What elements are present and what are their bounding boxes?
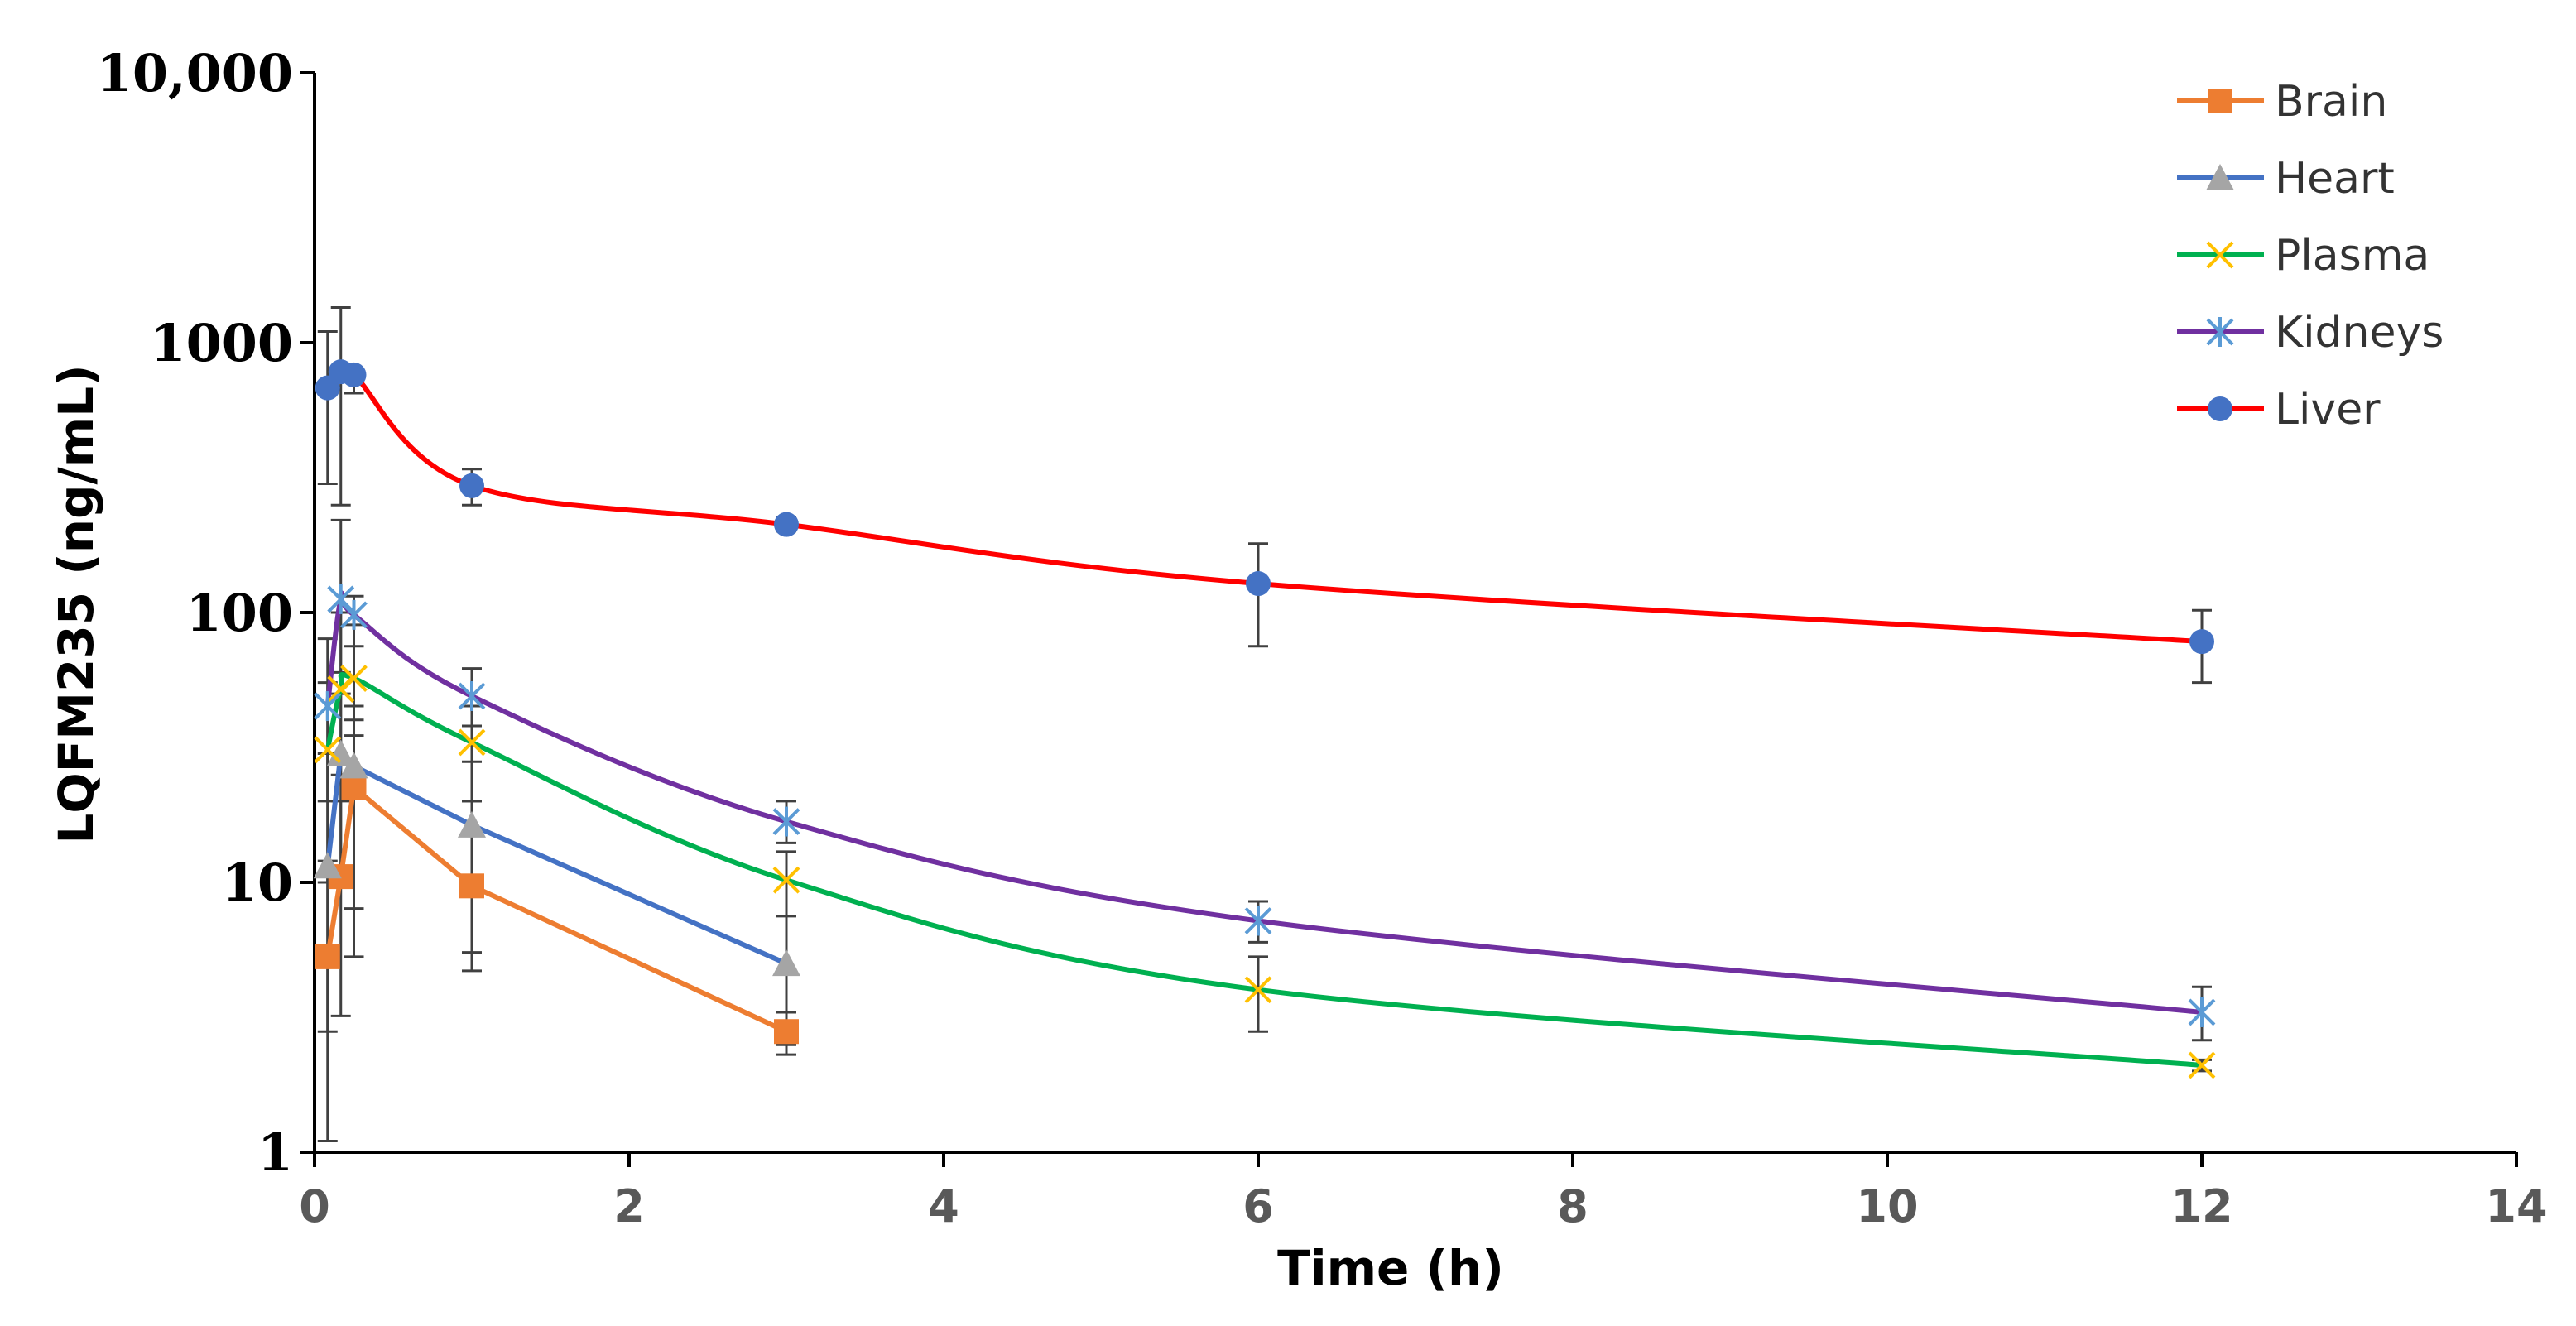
x-tick-label: 4 xyxy=(928,1180,959,1232)
x-axis-title: Time (h) xyxy=(1277,1240,1504,1296)
x-tick-label: 6 xyxy=(1242,1180,1274,1232)
plasma-point xyxy=(340,665,368,692)
heart-point xyxy=(339,752,368,779)
liver-error-bar xyxy=(330,306,351,507)
x-tick-label: 10 xyxy=(1856,1180,1918,1232)
plasma-point xyxy=(1244,976,1272,1004)
y-tick-label: 10 xyxy=(222,853,293,913)
kidneys-point xyxy=(340,599,368,630)
liver-point xyxy=(459,473,484,498)
plasma-point xyxy=(458,728,486,757)
legend-label: Liver xyxy=(2275,385,2381,435)
kidneys-point xyxy=(458,680,486,711)
tick-labels: 1 10 100 1000 10,000 0 2 4 6 8 10 12 14 xyxy=(97,43,2548,1232)
legend-item-kidneys: Kidneys xyxy=(2177,308,2444,358)
plasma-point xyxy=(2188,1051,2216,1079)
plasma-error-bar xyxy=(1248,955,1268,1033)
plasma-point xyxy=(772,866,800,894)
heart-point xyxy=(458,810,486,838)
legend-item-brain: Brain xyxy=(2177,77,2387,127)
kidneys-point xyxy=(772,806,800,837)
y-axis-title: LQFM235 (ng/mL) xyxy=(48,364,104,843)
y-tick-label: 100 xyxy=(186,583,293,643)
x-tick-label: 8 xyxy=(1557,1180,1588,1232)
brain-point xyxy=(459,873,484,899)
legend-label: Kidneys xyxy=(2275,308,2444,358)
liver-line xyxy=(325,362,2203,645)
plasma-point xyxy=(314,736,342,764)
kidneys-point xyxy=(327,584,355,614)
y-tick-label: 1000 xyxy=(150,313,293,373)
legend-label: Plasma xyxy=(2275,231,2429,281)
series-lines xyxy=(324,362,2203,1068)
plasma-error-bar xyxy=(776,850,796,918)
legend-label: Heart xyxy=(2275,154,2395,204)
brain-point xyxy=(774,1019,799,1045)
x-tick-label: 14 xyxy=(2485,1180,2547,1232)
legend-marker xyxy=(2206,241,2234,269)
legend-label: Brain xyxy=(2275,77,2387,127)
heart-point xyxy=(772,949,800,977)
x-tick-label: 12 xyxy=(2170,1180,2232,1232)
legend-marker xyxy=(2206,317,2234,347)
error-bars xyxy=(317,306,2212,1143)
legend-item-liver: Liver xyxy=(2177,385,2381,435)
legend-marker xyxy=(2206,164,2234,190)
heart-point xyxy=(313,852,342,879)
x-tick-label: 0 xyxy=(299,1180,330,1232)
liver-point xyxy=(774,512,799,537)
axes xyxy=(313,73,2516,1154)
liver-error-bar xyxy=(317,330,338,485)
kidneys-point xyxy=(1244,906,1272,936)
kidneys-point xyxy=(314,691,342,722)
legend-marker xyxy=(2208,396,2232,421)
liver-point xyxy=(2189,629,2214,655)
kidneys-point xyxy=(2188,997,2216,1027)
liver-point xyxy=(341,362,367,387)
brain-point xyxy=(315,944,340,969)
y-tick-label: 1 xyxy=(257,1122,293,1183)
legend-item-heart: Heart xyxy=(2177,154,2395,204)
legend-item-plasma: Plasma xyxy=(2177,231,2429,281)
series-markers xyxy=(313,359,2216,1079)
brain-line xyxy=(324,782,788,1034)
y-tick-label: 10,000 xyxy=(97,43,293,103)
x-tick-label: 2 xyxy=(613,1180,645,1232)
legend: Brain Heart Plasma Kidneys Liver xyxy=(2177,77,2444,435)
brain-point xyxy=(341,775,367,800)
legend-marker xyxy=(2208,89,2232,113)
liver-point xyxy=(1246,571,1271,597)
heart-point xyxy=(326,739,355,766)
plasma-line xyxy=(324,672,2203,1068)
